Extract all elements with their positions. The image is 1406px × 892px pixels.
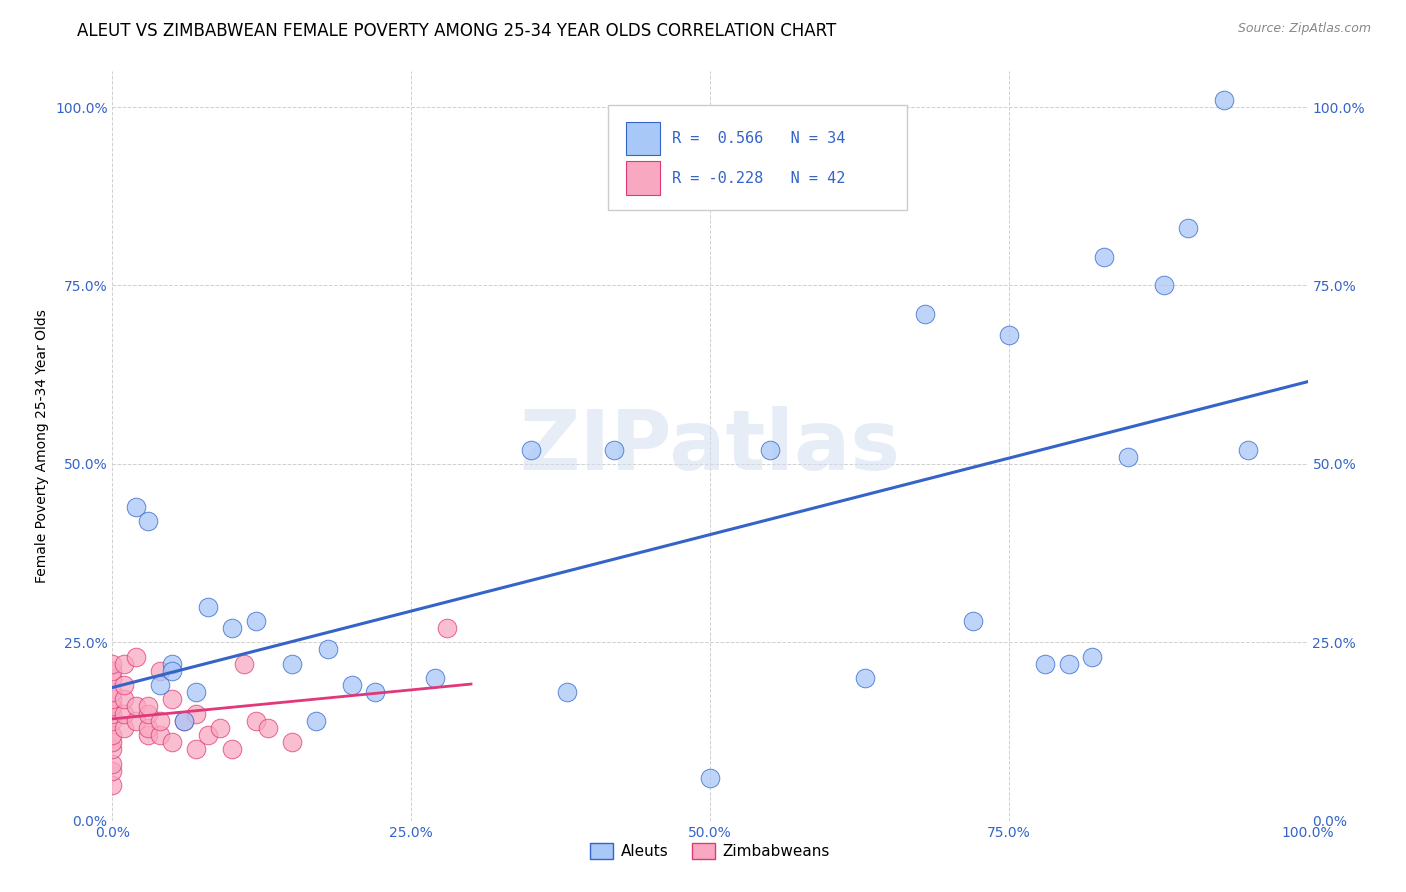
Point [101, 714, 124, 728]
Y-axis label: Female Poverty Among 25-34 Year Olds: Female Poverty Among 25-34 Year Olds [35, 309, 49, 583]
Point [603, 442, 626, 457]
Point [962, 614, 984, 628]
Point [101, 728, 124, 742]
Point [281, 735, 304, 749]
Text: ZIPatlas: ZIPatlas [520, 406, 900, 486]
Point [197, 728, 219, 742]
Point [1057, 657, 1080, 671]
Point [520, 442, 543, 457]
Point [197, 599, 219, 614]
FancyBboxPatch shape [609, 105, 907, 210]
Point [340, 678, 363, 692]
Point [221, 742, 243, 756]
Point [149, 664, 172, 678]
Point [998, 328, 1021, 343]
Bar [627, 161, 659, 195]
Point [257, 721, 280, 735]
Point [114, 692, 135, 706]
Point [233, 657, 256, 671]
Point [1094, 250, 1116, 264]
Point [245, 714, 267, 728]
Point [125, 649, 148, 664]
Point [1237, 442, 1260, 457]
Point [125, 500, 148, 514]
Point [101, 778, 124, 792]
Point [138, 514, 160, 528]
Point [173, 714, 195, 728]
Point [1118, 450, 1140, 464]
Point [555, 685, 578, 699]
Point [125, 714, 148, 728]
Point [101, 764, 124, 778]
Point [138, 699, 160, 714]
Text: R = -0.228   N = 42: R = -0.228 N = 42 [672, 171, 845, 186]
Text: ALEUT VS ZIMBABWEAN FEMALE POVERTY AMONG 25-34 YEAR OLDS CORRELATION CHART: ALEUT VS ZIMBABWEAN FEMALE POVERTY AMONG… [77, 22, 837, 40]
Point [436, 621, 458, 635]
Point [138, 728, 160, 742]
Point [101, 664, 124, 678]
Point [114, 721, 135, 735]
Point [101, 756, 124, 771]
Point [101, 685, 124, 699]
Point [114, 657, 135, 671]
Point [101, 657, 124, 671]
Point [149, 678, 172, 692]
Point [186, 706, 208, 721]
Point [125, 699, 148, 714]
Point [114, 678, 135, 692]
Point [138, 721, 160, 735]
Point [855, 671, 877, 685]
Point [1153, 278, 1175, 293]
Point [101, 706, 124, 721]
Point [162, 692, 183, 706]
Text: R =  0.566   N = 34: R = 0.566 N = 34 [672, 131, 845, 146]
Point [221, 621, 243, 635]
Point [101, 742, 124, 756]
Point [209, 721, 232, 735]
Point [316, 642, 339, 657]
Point [173, 714, 195, 728]
Point [1213, 93, 1236, 107]
Point [759, 442, 782, 457]
Point [101, 699, 124, 714]
Point [305, 714, 328, 728]
Point [281, 657, 304, 671]
Point [245, 614, 267, 628]
Point [101, 735, 124, 749]
Point [162, 657, 183, 671]
Point [425, 671, 447, 685]
Legend: Aleuts, Zimbabweans: Aleuts, Zimbabweans [585, 838, 835, 865]
Point [364, 685, 387, 699]
Point [1081, 649, 1104, 664]
Point [914, 307, 936, 321]
Point [186, 685, 208, 699]
Point [162, 735, 183, 749]
Point [101, 671, 124, 685]
Point [138, 706, 160, 721]
Point [1033, 657, 1056, 671]
Point [699, 771, 721, 785]
Text: Source: ZipAtlas.com: Source: ZipAtlas.com [1237, 22, 1371, 36]
Point [114, 706, 135, 721]
Bar [627, 121, 659, 155]
Point [149, 728, 172, 742]
Point [186, 742, 208, 756]
Point [149, 714, 172, 728]
Point [162, 664, 183, 678]
Point [101, 692, 124, 706]
Point [1177, 221, 1199, 235]
